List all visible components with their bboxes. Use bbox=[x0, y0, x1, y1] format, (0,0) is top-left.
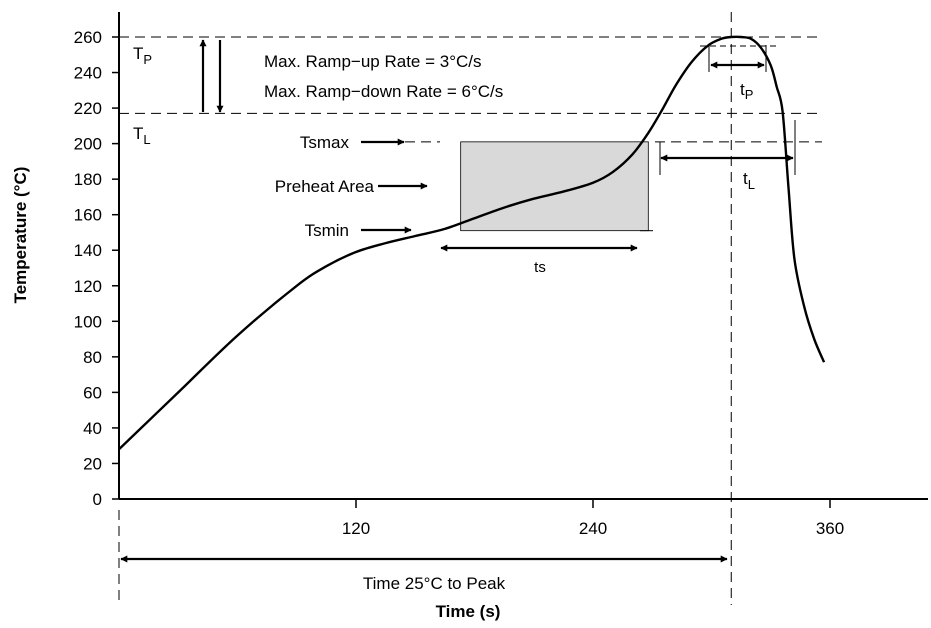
y-tick-label: 220 bbox=[74, 99, 102, 118]
x-tick-label: 240 bbox=[579, 519, 607, 538]
x-axis-title: Time (s) bbox=[436, 602, 501, 621]
y-tick-label: 260 bbox=[74, 28, 102, 47]
y-tick-label: 160 bbox=[74, 206, 102, 225]
tp-time-label: tP bbox=[740, 80, 753, 102]
y-tick-label: 120 bbox=[74, 277, 102, 296]
preheat-area-rect bbox=[460, 141, 649, 232]
tp-label: TP bbox=[133, 44, 152, 67]
y-tick-label: 80 bbox=[83, 348, 102, 367]
y-axis-ticks: 0 20 40 60 80 100 120 140 160 180 200 220 240 260 bbox=[74, 28, 119, 509]
tsmax-label: Tsmax bbox=[300, 133, 350, 152]
y-tick-label: 240 bbox=[74, 64, 102, 83]
temperature-profile-line bbox=[118, 35, 826, 451]
y-tick-label: 200 bbox=[74, 135, 102, 154]
time-to-peak-label: Time 25°C to Peak bbox=[363, 574, 506, 593]
y-tick-label: 60 bbox=[83, 383, 102, 402]
tsmin-label: Tsmin bbox=[305, 221, 349, 240]
preheat-area-label: Preheat Area bbox=[275, 177, 375, 196]
y-tick-label: 0 bbox=[93, 490, 102, 509]
reference-lines bbox=[118, 12, 822, 605]
y-tick-label: 140 bbox=[74, 241, 102, 260]
x-tick-label: 120 bbox=[342, 519, 370, 538]
annotation-arrows bbox=[120, 39, 794, 563]
ts-label: ts bbox=[534, 259, 546, 276]
ramp-down-label: Max. Ramp−down Rate = 6°C/s bbox=[264, 82, 503, 101]
tl-label: TL bbox=[133, 124, 151, 147]
tl-time-label: tL bbox=[743, 169, 755, 192]
y-axis-title: Temperature (°C) bbox=[11, 167, 30, 304]
y-tick-label: 40 bbox=[83, 419, 102, 438]
x-axis-ticks: 120 240 360 bbox=[342, 499, 844, 538]
y-tick-label: 100 bbox=[74, 312, 102, 331]
x-tick-label: 360 bbox=[816, 519, 844, 538]
y-tick-label: 180 bbox=[74, 170, 102, 189]
ramp-up-label: Max. Ramp−up Rate = 3°C/s bbox=[264, 52, 482, 71]
y-tick-label: 20 bbox=[83, 454, 102, 473]
